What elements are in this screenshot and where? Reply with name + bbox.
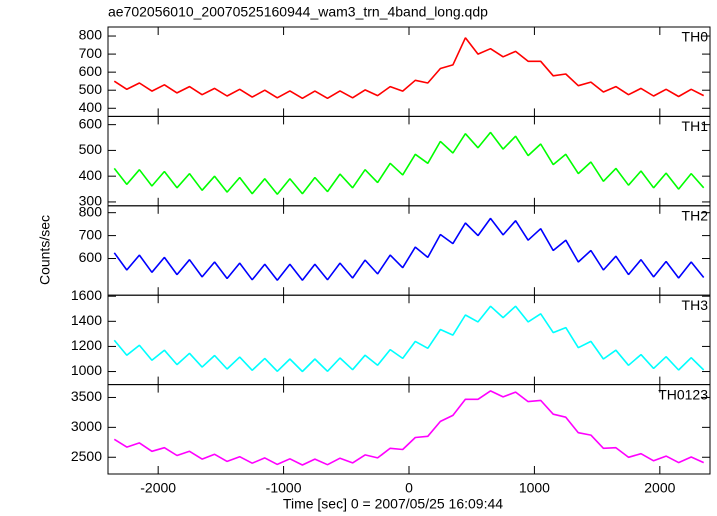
light-curve: [113, 390, 705, 466]
y-tick-label: 700: [79, 226, 103, 242]
x-tick-label: -1000: [266, 480, 302, 496]
y-tick-label: 500: [79, 81, 103, 97]
x-axis-label: Time [sec] 0 = 2007/05/25 16:09:44: [283, 496, 503, 512]
panel-frame: [107, 294, 711, 386]
y-tick-label: 800: [79, 203, 103, 219]
panel-label: TH3: [682, 297, 709, 313]
y-tick-label: 1400: [71, 312, 102, 328]
y-tick-label: 1600: [71, 287, 102, 303]
y-tick-label: 1000: [71, 362, 102, 378]
x-tick-label: 2000: [644, 480, 675, 496]
y-axis-label: Counts/sec: [37, 215, 53, 285]
y-tick-label: 2500: [71, 448, 102, 464]
panel-label: TH0: [682, 29, 709, 45]
panel-label: TH1: [682, 118, 709, 134]
y-tick-label: 3500: [71, 388, 102, 404]
y-tick-label: 600: [79, 115, 103, 131]
x-tick-label: 0: [405, 480, 413, 496]
panel-label: TH0123: [658, 386, 708, 402]
y-tick-label: 400: [79, 99, 103, 115]
panel-frame: [107, 384, 711, 475]
y-tick-label: 300: [79, 193, 103, 209]
y-tick-label: 400: [79, 167, 103, 183]
y-tick-label: 1200: [71, 337, 102, 353]
chart-title: ae702056010_20070525160944_wam3_trn_4ban…: [108, 4, 488, 20]
panel-label: TH2: [682, 208, 709, 224]
light-curve: [113, 131, 705, 195]
y-tick-label: 600: [79, 249, 103, 265]
light-curve: [113, 217, 705, 281]
panel-frame: [107, 115, 711, 207]
panel-frame: [107, 26, 711, 117]
x-tick-label: -2000: [140, 480, 176, 496]
y-tick-label: 600: [79, 63, 103, 79]
y-tick-label: 700: [79, 45, 103, 61]
light-curve: [113, 37, 705, 99]
y-tick-label: 800: [79, 27, 103, 43]
light-curve: [113, 305, 705, 373]
panel-frame: [107, 205, 711, 296]
y-tick-label: 3000: [71, 418, 102, 434]
x-tick-label: 1000: [519, 480, 550, 496]
y-tick-label: 500: [79, 141, 103, 157]
